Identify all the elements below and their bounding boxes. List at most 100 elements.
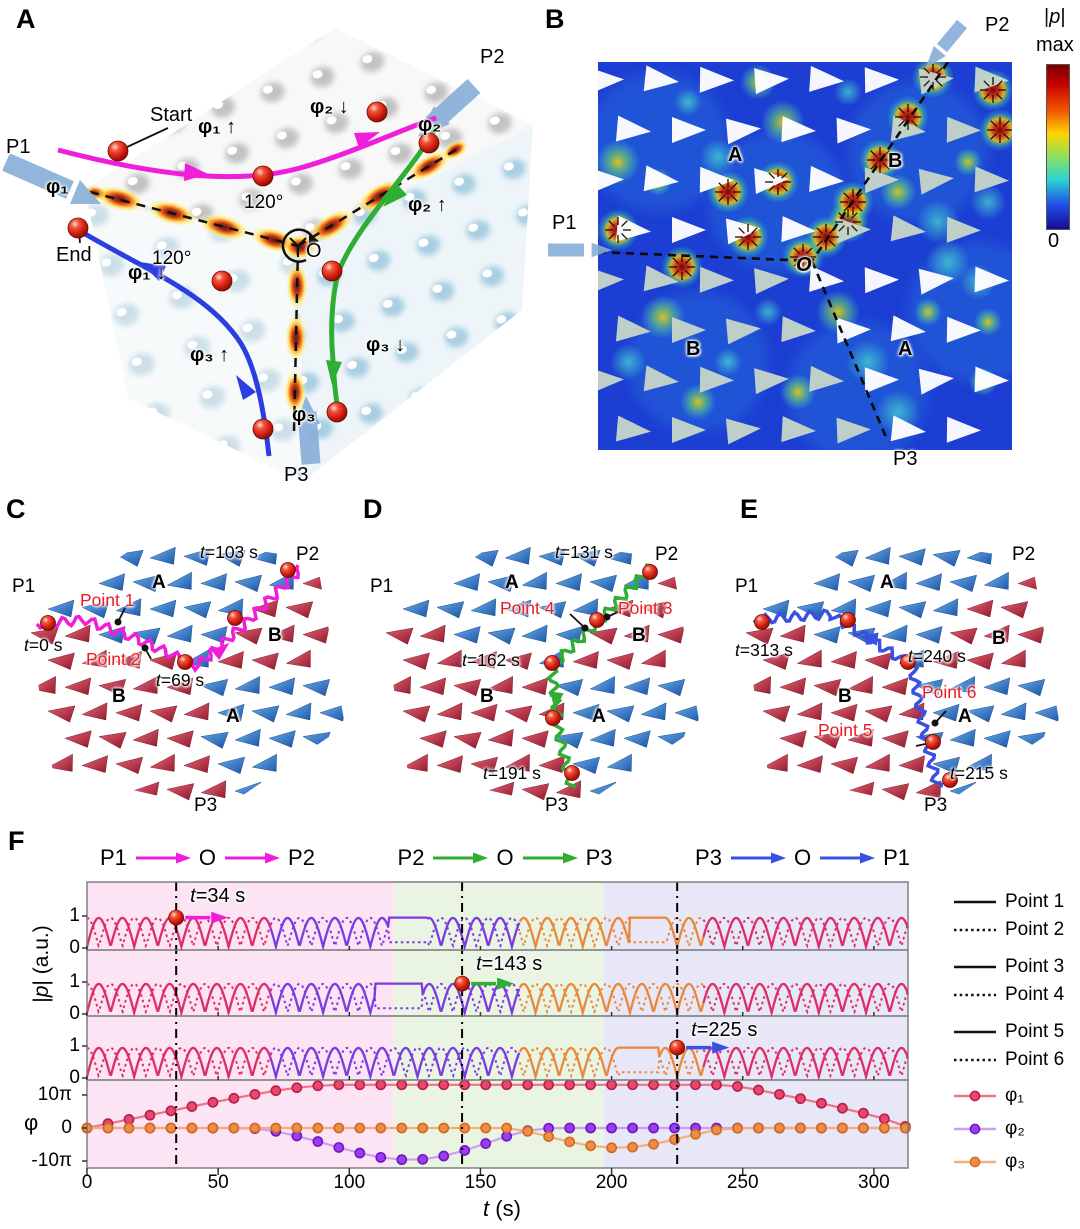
event-time-label: t=225 s — [691, 1019, 758, 1041]
port-p2-label: P2 — [985, 14, 1010, 36]
region-b-label: B — [112, 686, 126, 707]
port-p1-label: P1 — [12, 576, 36, 597]
y-tick-label: 1 — [69, 971, 80, 992]
phi-markers — [81, 1122, 911, 1166]
phi2-decrease-label: φ₂ ↓ — [310, 96, 349, 118]
journey-2: P2 O P3 — [398, 845, 613, 871]
y-tick-label: 0 — [69, 1003, 80, 1024]
time-label: t=0 s — [24, 635, 63, 655]
phi2-increase-label: φ₂ ↑ — [408, 194, 447, 216]
panel-b-simulation-field — [598, 62, 1012, 450]
trajectory-p3-o-p1 — [78, 228, 272, 457]
start-label: Start — [150, 104, 193, 126]
p-trace-point-4 — [86, 982, 272, 1015]
trajectory-p1-o-p2 — [57, 115, 437, 181]
time-label: t=191 s — [483, 763, 541, 783]
journey-to: P2 — [288, 845, 315, 870]
p-symbol: p — [1049, 6, 1061, 28]
p-trace-point-3 — [269, 982, 521, 1018]
phi-trace — [86, 1083, 906, 1130]
legend-item: Point 5 — [952, 1021, 1064, 1043]
phi3-increase-label: φ₃ ↑ — [190, 344, 230, 366]
legend-swatch-icon — [954, 1123, 996, 1135]
p-trace-point-5 — [85, 1046, 272, 1082]
resonator-triangles — [598, 65, 1009, 445]
colorbar-max-label: max — [1036, 34, 1074, 56]
panel-d-cone-array — [382, 534, 700, 810]
panel-e-cone-array — [742, 534, 1060, 810]
beam-arrows — [2, 78, 481, 465]
legend-swatch-icon — [954, 1058, 996, 1062]
phi-tick-label: -10π — [31, 1150, 72, 1171]
legend-swatch-icon — [954, 993, 996, 997]
region-a-label: A — [592, 706, 606, 727]
rotation-angle-symbol — [281, 228, 319, 263]
legend-swatch-icon — [954, 1156, 996, 1168]
point-1-label: Point 1 — [80, 590, 135, 610]
region-b-label: B — [992, 628, 1006, 649]
p-trace-point-2 — [518, 916, 705, 949]
x-tick-label: 300 — [858, 1172, 890, 1193]
panel-a-letter: A — [16, 4, 36, 34]
p-trace-point-3 — [518, 982, 705, 1018]
phi-tick-label: 0 — [61, 1117, 72, 1138]
trajectory-spheres — [67, 101, 440, 440]
p-trace-point-3 — [85, 982, 272, 1018]
legend-swatch-icon — [954, 900, 996, 904]
phi-markers — [81, 1079, 911, 1134]
port-p2-label: P2 — [480, 46, 505, 68]
journey-header: P1 O P2 P2 O P3 P3 O P1 — [100, 845, 910, 871]
journey-via: O — [793, 845, 812, 870]
legend-label: Point 4 — [1005, 984, 1065, 1005]
p-trace-point-6 — [518, 1046, 705, 1079]
time-label: t=240 s — [908, 646, 966, 666]
phi-trace — [87, 1126, 906, 1149]
region-a-label: A — [958, 706, 972, 727]
p-trace-point-4 — [269, 982, 521, 1015]
legend-label: φ₃ — [1005, 1151, 1026, 1172]
event-sphere — [454, 975, 470, 992]
region-a-label: A — [880, 572, 894, 593]
domain-wall-glows — [83, 138, 470, 416]
port-p3-label: P3 — [545, 795, 569, 816]
phi-tick-label: 10π — [37, 1084, 72, 1105]
journey-from: P3 — [695, 845, 722, 870]
bar: | — [30, 997, 53, 1003]
journey-via: O — [198, 845, 217, 870]
cone-array — [742, 534, 1060, 810]
region-b-label: B — [632, 625, 646, 646]
end-label: End — [56, 244, 92, 266]
trajectory-path — [546, 563, 653, 789]
p-trace-point-4 — [702, 982, 909, 1015]
journey-arrow-icon — [433, 852, 489, 864]
region-b-label: B — [480, 686, 494, 707]
region-b-label: B — [838, 686, 852, 707]
time-label: t=215 s — [950, 763, 1008, 783]
domain-wall-dashed-lines — [598, 62, 950, 443]
x-tick-label: 150 — [464, 1172, 497, 1193]
journey-arrow-icon — [522, 852, 578, 864]
x-tick-label: 250 — [726, 1172, 759, 1193]
time-label: t=131 s — [555, 542, 613, 562]
trajectory-p2-o-p3 — [326, 122, 441, 417]
time-label: t=103 s — [200, 542, 258, 562]
p-trace-point-2 — [702, 916, 909, 949]
colorbar-title: |p| — [1044, 6, 1066, 29]
port-p2-label: P2 — [655, 544, 679, 565]
region-a-label: A — [226, 706, 240, 727]
phi-trace — [87, 1126, 906, 1161]
domain-phi1-surface — [85, 28, 533, 246]
port-p1-label: P1 — [370, 576, 394, 597]
phi2-beam-label: φ₂ — [418, 114, 442, 136]
journey-arrow-icon — [135, 852, 191, 864]
region-a-label: A — [505, 572, 519, 593]
legend-swatch-icon — [954, 1090, 996, 1102]
y-tick-label: 0 — [69, 1067, 80, 1088]
p-trace-point-6 — [269, 1046, 521, 1079]
p-trace-point-4 — [518, 982, 705, 1015]
panel-a-illustration — [2, 28, 533, 482]
journey-arrow-icon — [820, 852, 876, 864]
legend-swatch-icon — [954, 965, 996, 969]
journey-arrow-icon — [225, 852, 281, 864]
